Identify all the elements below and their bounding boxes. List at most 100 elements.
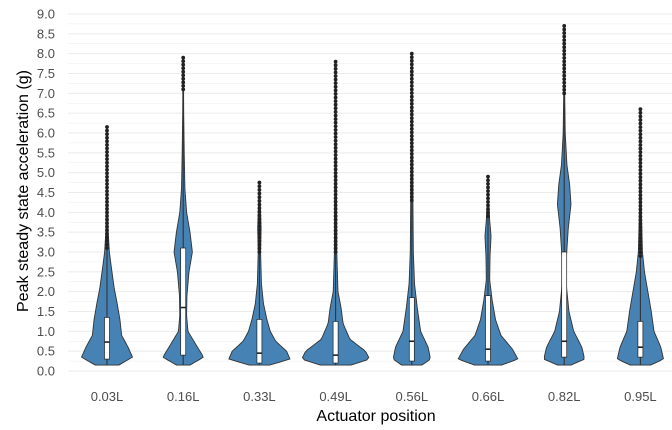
x-tick-label: 0.03L: [91, 389, 124, 404]
outlier-point: [638, 236, 643, 240]
outlier-point: [409, 62, 414, 67]
outlier-point: [333, 185, 338, 190]
outlier-point: [409, 184, 414, 189]
x-tick-labels: 0.03L 0.16L 0.33L 0.49L 0.56L 0.66L 0.82L 0.95L: [91, 389, 657, 404]
outlier-point: [562, 66, 567, 71]
outlier-point: [257, 206, 262, 211]
outlier-point: [105, 203, 109, 208]
box: [104, 317, 110, 360]
outlier-point: [333, 74, 338, 78]
outlier-point: [562, 52, 567, 57]
violin-0.33L: [228, 180, 291, 366]
outlier-point: [638, 121, 643, 126]
outlier-point: [333, 63, 338, 68]
outlier-point: [638, 157, 643, 162]
outlier-point: [409, 87, 414, 92]
outlier-point: [257, 250, 262, 254]
outlier-point: [638, 171, 643, 176]
outlier-point: [105, 150, 109, 154]
outlier-point: [181, 62, 186, 67]
outlier-point: [333, 135, 338, 139]
gridlines: [68, 13, 672, 372]
y-tick-label: 8.0: [37, 46, 55, 61]
outlier-point: [409, 66, 414, 70]
outlier-point: [333, 246, 338, 251]
y-tick-label: 3.0: [37, 245, 55, 260]
outlier-point: [638, 203, 643, 208]
y-tick-label: 2.0: [37, 284, 55, 299]
outlier-point: [409, 58, 414, 63]
outlier-point: [638, 168, 643, 172]
outlier-point: [333, 145, 338, 150]
outlier-point: [333, 235, 338, 240]
outlier-point: [638, 243, 643, 248]
outlier-point: [562, 73, 567, 78]
outlier-point: [638, 211, 643, 215]
outlier-point: [409, 198, 414, 203]
outlier-point: [562, 80, 567, 85]
outlier-point: [409, 159, 414, 163]
outlier-point: [333, 174, 338, 179]
outlier-point: [638, 128, 643, 133]
outlier-point: [638, 164, 643, 169]
outlier-point: [409, 123, 414, 128]
outlier-point: [638, 193, 643, 198]
outlier-point: [486, 189, 490, 193]
violin-0.82L: [543, 24, 585, 366]
outlier-point: [257, 198, 262, 203]
outlier-point: [409, 162, 414, 167]
outlier-point: [333, 217, 338, 222]
outlier-point: [105, 231, 109, 236]
outlier-point: [105, 125, 109, 129]
x-tick-label: 0.49L: [319, 389, 352, 404]
outlier-point: [333, 109, 338, 114]
outlier-point: [409, 101, 414, 106]
outlier-point: [562, 91, 567, 96]
x-tick-label: 0.56L: [396, 389, 429, 404]
box: [256, 319, 263, 364]
outlier-point: [486, 181, 490, 186]
outlier-point: [638, 196, 643, 201]
outlier-point: [333, 163, 338, 168]
outlier-point: [409, 80, 414, 85]
outlier-point: [333, 117, 338, 121]
outlier-point: [181, 73, 186, 78]
outlier-point: [105, 167, 109, 172]
outlier-point: [333, 224, 338, 229]
outlier-point: [409, 98, 414, 103]
outlier-point: [333, 178, 338, 183]
outlier-point: [105, 235, 109, 240]
outlier-point: [333, 106, 338, 111]
y-tick-label: 5.0: [37, 165, 55, 180]
box: [408, 297, 415, 362]
outlier-point: [333, 92, 338, 96]
outlier-point: [638, 118, 643, 122]
outlier-point: [638, 178, 643, 183]
outlier-point: [409, 166, 414, 171]
outlier-point: [257, 180, 262, 185]
outlier-point: [257, 187, 262, 192]
outlier-point: [638, 153, 643, 158]
outlier-point: [105, 239, 109, 243]
y-tick-label: 5.5: [37, 145, 55, 160]
outlier-point: [333, 171, 338, 175]
outlier-point: [181, 66, 186, 71]
outlier-point: [486, 203, 490, 208]
outlier-point: [333, 199, 338, 204]
outlier-point: [409, 173, 414, 178]
outlier-point: [638, 218, 643, 223]
outlier-point: [257, 213, 262, 218]
y-tick-label: 6.0: [37, 126, 55, 141]
violins: [80, 24, 664, 366]
outlier-point: [333, 138, 338, 143]
outlier-point: [409, 109, 414, 113]
outlier-point: [105, 210, 109, 215]
outlier-point: [486, 210, 490, 215]
outlier-point: [105, 132, 109, 137]
outlier-point: [638, 207, 643, 212]
outlier-point: [105, 224, 109, 229]
outlier-point: [105, 199, 109, 204]
outlier-point: [409, 144, 414, 149]
outlier-point: [257, 209, 262, 214]
